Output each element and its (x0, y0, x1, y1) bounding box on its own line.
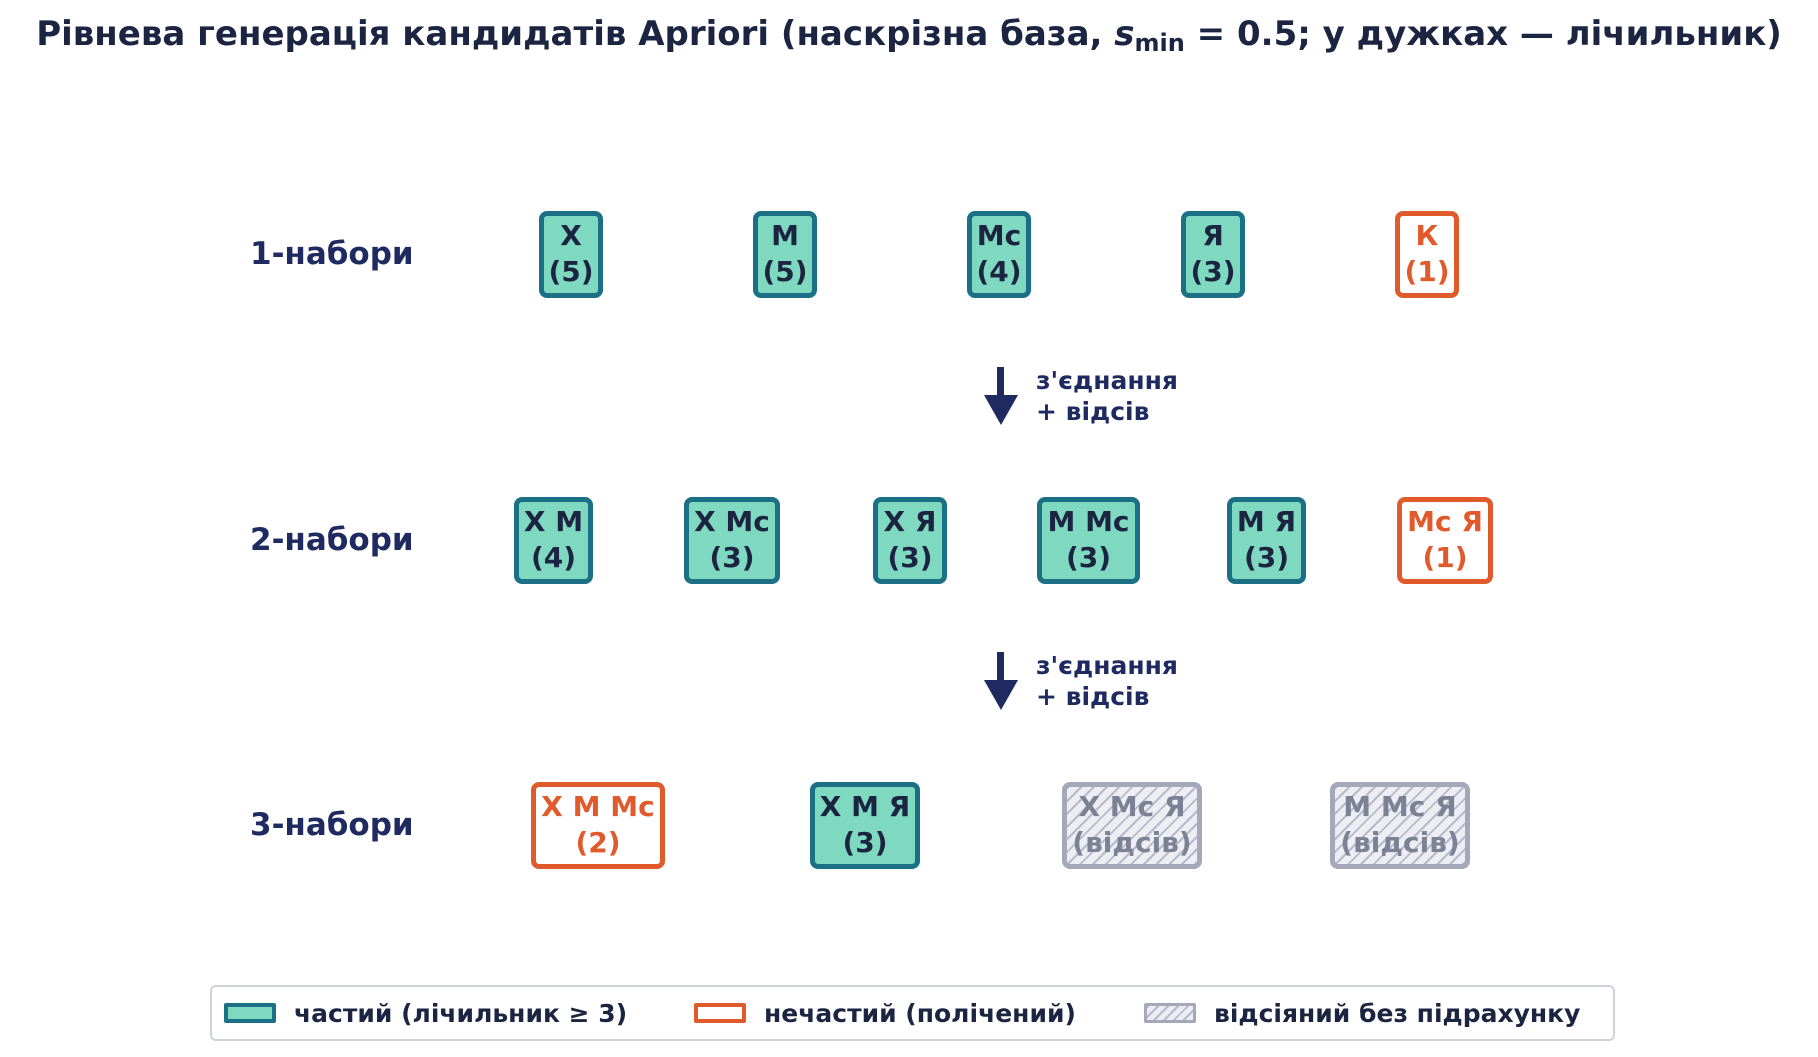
itemset-node-frequent: Х М (4) (514, 496, 593, 584)
transition-line-join: з'єднання (1036, 651, 1178, 680)
title-text-end: = 0.5; у дужках — лічильник) (1184, 14, 1782, 54)
legend-item-frequent: частий (лічильник ≥ 3) (224, 987, 627, 1039)
itemset-count: (3) (1065, 541, 1112, 574)
itemset-node-frequent: Х Мс (3) (684, 496, 780, 584)
legend-item-pruned: відсіяний без підрахунку (1144, 987, 1580, 1039)
itemset-items: Х Мс Я (1078, 790, 1186, 823)
legend-item-infrequent: нечастий (полічений) (694, 987, 1076, 1039)
legend: частий (лічильник ≥ 3) нечастий (полічен… (210, 985, 1615, 1041)
itemset-items: К (1415, 219, 1439, 252)
itemset-node-infrequent: К (1) (1395, 210, 1459, 298)
itemset-count: (3) (842, 826, 888, 859)
itemset-items: Мс Я (1407, 505, 1483, 538)
itemset-items: Х М Я (819, 790, 911, 823)
itemset-node-frequent: Х Я (3) (873, 496, 947, 584)
legend-label: відсіяний без підрахунку (1214, 998, 1581, 1028)
itemset-items: Х М (523, 505, 584, 538)
level-label: 3-набори (250, 807, 414, 843)
legend-swatch-frequent (224, 1003, 276, 1023)
itemset-count: (1) (1404, 255, 1450, 288)
itemset-count: (5) (762, 255, 808, 288)
itemset-count: (відсів) (1072, 826, 1192, 859)
itemset-node-infrequent: Мс Я (1) (1397, 496, 1493, 584)
itemset-count: (2) (575, 826, 621, 859)
itemset-items: Х Мс (694, 505, 770, 538)
title-subscript: min (1134, 29, 1185, 57)
itemset-items: М Мс (1047, 505, 1130, 538)
title-text-start: Рівнева генерація кандидатів Apriori (на… (36, 14, 1115, 54)
itemset-node-frequent: Х (5) (539, 210, 603, 298)
title-symbol: s (1114, 14, 1135, 54)
itemset-items: М (771, 219, 799, 252)
level-label: 1-набори (250, 236, 414, 272)
itemset-node-frequent: Я (3) (1181, 210, 1245, 298)
itemset-items: Х Я (883, 505, 937, 538)
itemset-count: (4) (976, 255, 1022, 288)
itemset-count: (4) (530, 541, 577, 574)
itemset-count: (відсів) (1340, 826, 1460, 859)
itemset-node-frequent: М Я (3) (1227, 496, 1306, 584)
itemset-node-frequent: М (5) (753, 210, 817, 298)
itemset-node-infrequent: Х М Мс (2) (531, 781, 665, 869)
itemset-count: (3) (1243, 541, 1290, 574)
legend-label: частий (лічильник ≥ 3) (294, 998, 628, 1028)
itemset-node-frequent: М Мс (3) (1037, 496, 1140, 584)
itemset-items: М Я (1236, 505, 1297, 538)
transition-line-join: з'єднання (1036, 366, 1178, 395)
itemset-count: (3) (709, 541, 755, 574)
transition-label: з'єднання + відсів (1036, 650, 1178, 712)
itemset-items: Х (560, 219, 582, 252)
diagram-title: Рівнева генерація кандидатів Apriori (на… (0, 14, 1818, 57)
down-arrow-icon (984, 367, 1018, 425)
itemset-node-frequent: Мс (4) (967, 210, 1031, 298)
level-label: 2-набори (250, 522, 414, 558)
itemset-items: Я (1202, 219, 1224, 252)
legend-label: нечастий (полічений) (764, 998, 1076, 1028)
itemset-count: (5) (548, 255, 594, 288)
transition-line-prune: + відсів (1036, 397, 1150, 426)
itemset-items: Х М Мс (541, 790, 655, 823)
itemset-items: Мс (976, 219, 1022, 252)
itemset-count: (3) (887, 541, 933, 574)
transition-line-prune: + відсів (1036, 682, 1150, 711)
itemset-count: (3) (1190, 255, 1236, 288)
itemset-node-frequent: Х М Я (3) (810, 781, 920, 869)
itemset-count: (1) (1422, 541, 1468, 574)
transition-label: з'єднання + відсів (1036, 365, 1178, 427)
legend-swatch-infrequent (694, 1003, 746, 1023)
itemset-items: М Мс Я (1343, 790, 1457, 823)
legend-swatch-pruned (1144, 1003, 1196, 1023)
itemset-node-pruned: Х Мс Я (відсів) (1062, 781, 1202, 869)
itemset-node-pruned: М Мс Я (відсів) (1330, 781, 1470, 869)
down-arrow-icon (984, 652, 1018, 710)
